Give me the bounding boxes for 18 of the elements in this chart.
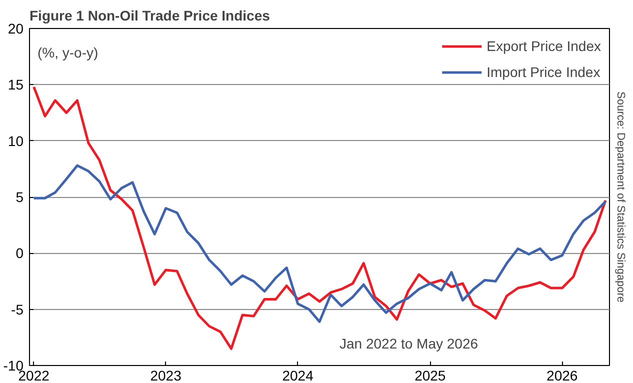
line-series: [32, 86, 607, 350]
y-tick-label: 10: [8, 132, 24, 149]
y-tick-label: 5: [16, 189, 24, 205]
x-tick-label: 2026: [546, 368, 578, 383]
x-tick-label: 2024: [282, 368, 314, 383]
y-axis-title: (%, y-o-y): [38, 44, 98, 60]
line-series: [32, 164, 607, 323]
y-tick-label: 15: [8, 76, 24, 93]
legend-label: Import Price Index: [486, 64, 600, 80]
chart-title: Figure 1 Non-Oil Trade Price Indices: [30, 8, 270, 24]
y-tick-label: 20: [8, 20, 24, 36]
x-tick-label: 2025: [414, 368, 446, 383]
source-note: Source: Department of Statistics Singapore: [614, 92, 626, 302]
y-tick-label: 0: [16, 245, 24, 262]
x-tick-label: 2023: [150, 368, 182, 383]
annotation: Jan 2022 to May 2026: [340, 336, 478, 352]
legend-label: Export Price Index: [486, 38, 601, 54]
y-tick-label: -5: [11, 301, 24, 318]
